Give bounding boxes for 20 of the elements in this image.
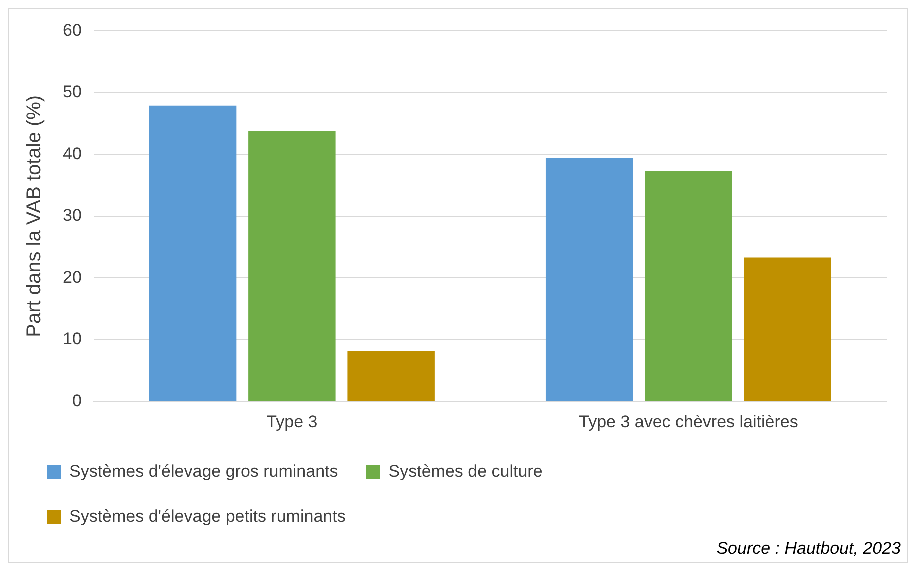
x-tick-label: Type 3: [266, 412, 318, 432]
bar: [546, 158, 634, 402]
y-tick-label: 0: [72, 391, 82, 410]
legend-label: Systèmes d'élevage gros ruminants: [70, 462, 338, 482]
legend-label: Systèmes de culture: [388, 462, 543, 482]
bar: [149, 106, 237, 402]
source-note: Source : Hautbout, 2023: [716, 539, 902, 558]
x-tick-label: Type 3 avec chèvres laitières: [579, 412, 798, 432]
y-tick-label: 60: [62, 20, 82, 40]
bar: [744, 258, 832, 402]
y-tick-label: 20: [62, 268, 82, 287]
bar: [348, 350, 435, 402]
y-tick-label: 30: [62, 206, 82, 226]
y-axis-title: Part dans la VAB totale (%): [24, 95, 46, 338]
legend-label: Systèmes d'élevage petits ruminants: [70, 507, 346, 526]
y-tick-label: 40: [62, 144, 82, 164]
bar: [248, 131, 336, 402]
y-tick-label: 10: [62, 330, 82, 349]
y-tick-label: 50: [62, 82, 82, 102]
bar: [645, 171, 732, 402]
